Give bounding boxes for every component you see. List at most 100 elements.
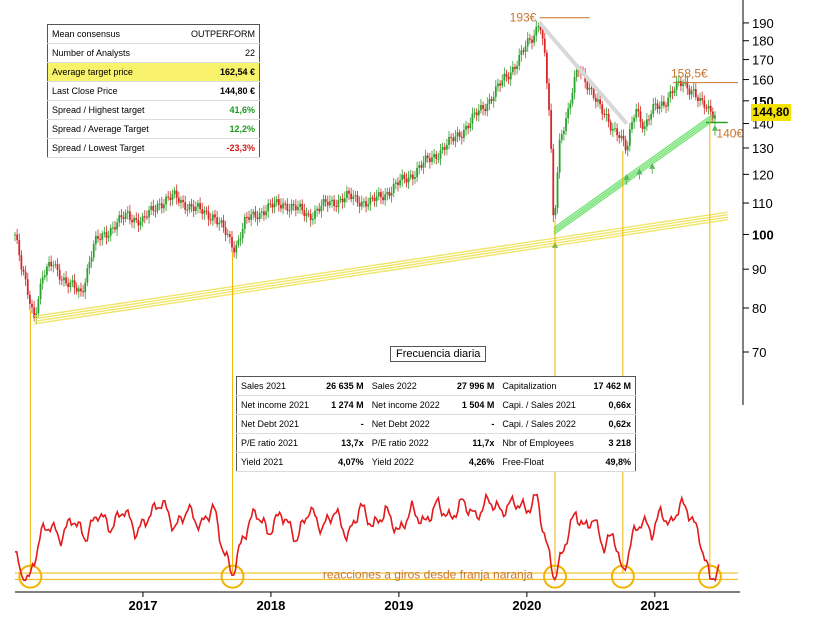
candle-body bbox=[571, 92, 574, 104]
candle-body bbox=[284, 203, 287, 205]
candle-body bbox=[403, 174, 406, 179]
candle-body bbox=[526, 38, 529, 47]
candle-body bbox=[503, 73, 506, 81]
candle-body bbox=[111, 227, 114, 229]
up-arrow-icon bbox=[636, 168, 643, 175]
y-tick-label: 180 bbox=[752, 34, 774, 49]
candle-body bbox=[420, 165, 423, 168]
candle-body bbox=[54, 264, 57, 266]
candle-body bbox=[105, 232, 108, 238]
candle-body bbox=[203, 210, 206, 214]
candle-body bbox=[252, 211, 255, 215]
candle-body bbox=[705, 107, 708, 109]
consensus-value: OUTPERFORM bbox=[173, 24, 260, 44]
candle-body bbox=[411, 174, 414, 179]
candle-body bbox=[188, 204, 191, 210]
candle-body bbox=[350, 193, 353, 200]
candle-body bbox=[292, 203, 295, 206]
candle-body bbox=[386, 191, 389, 195]
candle-body bbox=[665, 105, 667, 107]
y-tick-label: 70 bbox=[752, 345, 766, 360]
candle-body bbox=[214, 214, 216, 218]
candle-body bbox=[171, 194, 174, 200]
candle-body bbox=[431, 157, 433, 163]
candle-body bbox=[239, 238, 242, 240]
candle-body bbox=[507, 76, 510, 80]
consensus-value: 41,6% bbox=[173, 100, 260, 120]
candle-body bbox=[65, 277, 67, 284]
candle-body bbox=[269, 203, 272, 205]
candle-body bbox=[711, 111, 714, 119]
candle-body bbox=[377, 192, 380, 197]
oscillator-line bbox=[14, 492, 720, 582]
candle-body bbox=[367, 204, 370, 207]
axes: 7080901001101201301401501601701801902017… bbox=[15, 0, 774, 613]
candle-body bbox=[309, 214, 312, 221]
candle-body bbox=[69, 282, 72, 288]
candle-body bbox=[673, 89, 676, 94]
candle-body bbox=[539, 26, 542, 31]
candle-body bbox=[331, 199, 333, 202]
fundamentals-value: 11,7x bbox=[449, 433, 499, 453]
candle-body bbox=[433, 154, 436, 158]
candle-body bbox=[709, 105, 712, 112]
candle-body bbox=[616, 128, 618, 136]
fundamentals-value: 3 218 bbox=[585, 433, 636, 453]
up-arrow-icon bbox=[711, 124, 718, 131]
consensus-table: Mean consensus OUTPERFORM Number of Analys… bbox=[47, 24, 260, 158]
candle-body bbox=[109, 227, 112, 236]
candle-body bbox=[128, 211, 131, 220]
candle-body bbox=[494, 86, 497, 97]
consensus-label: Last Close Price bbox=[47, 81, 174, 101]
candle-body bbox=[52, 265, 55, 267]
candle-body bbox=[301, 203, 304, 211]
consensus-row: Spread / Highest target 41,6% bbox=[47, 100, 260, 120]
candle-body bbox=[384, 194, 387, 201]
candle-body bbox=[545, 52, 548, 84]
candle-body bbox=[163, 204, 165, 209]
candle-body bbox=[475, 112, 478, 116]
candle-body bbox=[169, 197, 172, 200]
consensus-row: Spread / Lowest Target -23,3% bbox=[47, 138, 260, 158]
candle-body bbox=[543, 38, 546, 53]
trendline-gray bbox=[538, 21, 629, 125]
candle-body bbox=[405, 178, 408, 183]
candle-body bbox=[86, 268, 89, 283]
fundamentals-value: - bbox=[318, 414, 368, 434]
fundamentals-table: Sales 2021 26 635 M Sales 2022 27 996 M Capi… bbox=[236, 376, 636, 472]
candle-body bbox=[63, 277, 65, 281]
candle-body bbox=[373, 197, 376, 202]
consensus-value: 162,54 € bbox=[173, 62, 260, 82]
candle-body bbox=[484, 108, 487, 112]
fundamentals-row: P/E ratio 2021 13,7x P/E ratio 2022 11,7x Nb… bbox=[236, 433, 636, 453]
candle-body bbox=[416, 167, 419, 178]
candle-body bbox=[122, 217, 125, 219]
candle-body bbox=[620, 135, 623, 138]
candle-body bbox=[690, 90, 693, 95]
level-label-158: 158,5€ bbox=[671, 67, 708, 81]
fundamentals-label: Capitalization bbox=[498, 376, 586, 396]
trendlines bbox=[34, 21, 728, 325]
candle-body bbox=[531, 39, 533, 43]
candle-body bbox=[645, 119, 648, 127]
candle-body bbox=[20, 255, 23, 270]
fundamentals-value: 4,26% bbox=[449, 452, 499, 472]
fundamentals-label: Net income 2022 bbox=[367, 395, 450, 415]
candle-body bbox=[124, 212, 127, 219]
candle-body bbox=[141, 216, 144, 222]
candle-body bbox=[439, 150, 442, 159]
candle-body bbox=[90, 257, 93, 262]
candle-body bbox=[333, 199, 336, 207]
candle-body bbox=[326, 201, 329, 206]
candle-body bbox=[43, 275, 46, 278]
consensus-value: 12,2% bbox=[173, 119, 260, 139]
consensus-row: Number of Analysts 22 bbox=[47, 43, 260, 63]
candle-body bbox=[399, 180, 401, 186]
candle-body bbox=[392, 183, 395, 193]
x-tick-label: 2017 bbox=[129, 598, 158, 613]
x-tick-label: 2019 bbox=[384, 598, 413, 613]
candle-body bbox=[199, 203, 201, 210]
candle-body bbox=[628, 129, 631, 146]
candle-body bbox=[88, 261, 91, 269]
candle-body bbox=[341, 198, 344, 203]
